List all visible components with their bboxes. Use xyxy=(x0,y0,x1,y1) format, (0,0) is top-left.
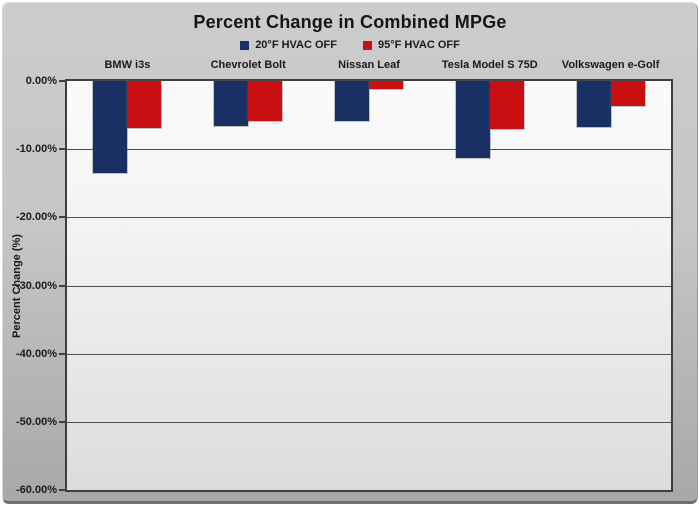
legend-label-20f: 20°F HVAC OFF xyxy=(255,39,337,51)
plot-area xyxy=(65,79,673,492)
bar-series1-chevrolet-bolt xyxy=(248,81,283,121)
y-tick-label: -20.00% xyxy=(16,211,57,224)
gridline xyxy=(67,353,671,355)
bar-series0-volkswagen-e-golf xyxy=(576,81,611,128)
y-tick-mark xyxy=(59,216,65,219)
y-tick-label: -50.00% xyxy=(16,415,57,428)
y-tick-label: 0.00% xyxy=(25,75,57,87)
legend-label-95f: 95°F HVAC OFF xyxy=(378,39,460,51)
legend-swatch-20f-icon xyxy=(240,40,250,50)
bar-series0-bmw-i3s xyxy=(93,81,128,174)
gridline xyxy=(67,217,671,219)
y-tick-label: -30.00% xyxy=(16,279,57,292)
y-tick-mark xyxy=(59,420,65,423)
y-tick-mark xyxy=(59,352,65,355)
legend-swatch-95f-icon xyxy=(363,40,372,50)
bar-series1-nissan-leaf xyxy=(369,81,403,90)
gridline xyxy=(67,421,671,423)
gridline xyxy=(67,149,671,151)
category-label: Volkswagen e-Golf xyxy=(561,59,660,71)
y-tick-mark xyxy=(59,284,65,287)
y-tick-label: -60.00% xyxy=(16,484,57,496)
y-tick-label: -40.00% xyxy=(16,347,57,360)
legend-item-95f: 95°F HVAC OFF xyxy=(363,39,460,51)
gridline xyxy=(67,285,671,287)
legend: 20°F HVAC OFF 95°F HVAC OFF xyxy=(3,39,697,51)
chart-title: Percent Change in Combined MPGe xyxy=(193,12,507,32)
category-label: Nissan Leaf xyxy=(338,59,400,71)
y-tick-label: -10.00% xyxy=(16,143,57,156)
bar-series1-volkswagen-e-golf xyxy=(610,81,645,107)
category-label: Chevrolet Bolt xyxy=(210,59,286,71)
y-tick-mark xyxy=(59,489,65,491)
legend-item-20f: 20°F HVAC OFF xyxy=(240,39,337,51)
bar-series0-nissan-leaf xyxy=(335,81,369,121)
y-tick-mark xyxy=(59,148,65,151)
category-label: Tesla Model S 75D xyxy=(441,59,538,71)
category-label: BMW i3s xyxy=(104,59,151,71)
bar-series0-chevrolet-bolt xyxy=(214,81,249,126)
bar-series0-tesla-model-s-75d xyxy=(455,81,490,159)
y-tick-mark xyxy=(59,80,65,82)
bar-series1-bmw-i3s xyxy=(127,81,162,129)
bar-series1-tesla-model-s-75d xyxy=(489,81,524,129)
